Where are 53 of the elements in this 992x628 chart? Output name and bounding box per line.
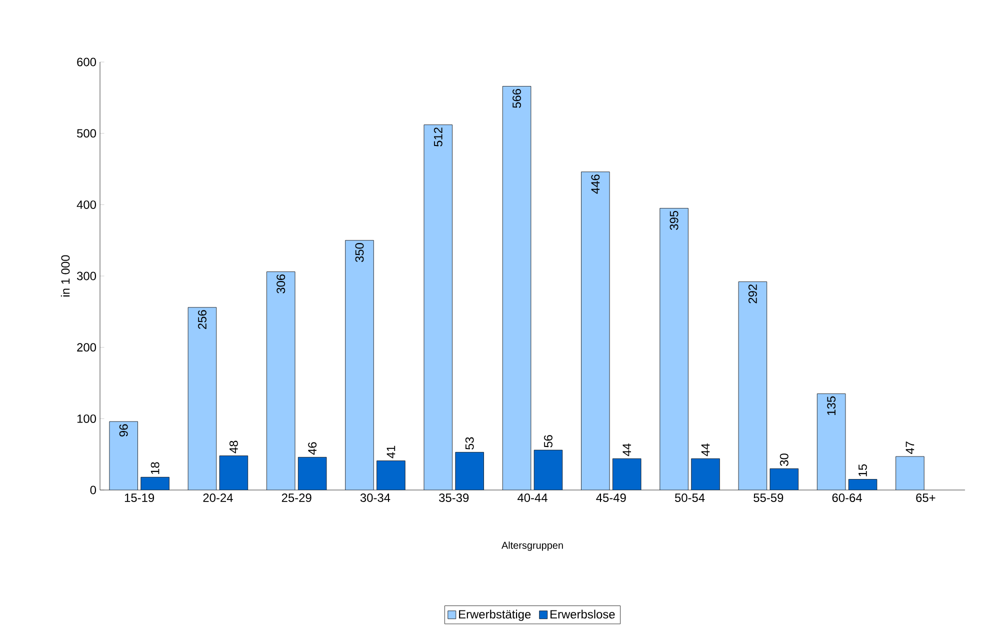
data-label: 566 [512, 88, 521, 108]
y-tick-label: 200 [77, 343, 96, 352]
data-label: 350 [355, 243, 364, 262]
data-label: 135 [827, 396, 836, 415]
y-tick-label: 0 [90, 486, 96, 494]
y-tick-label: 400 [76, 200, 96, 209]
data-label: 292 [748, 284, 757, 304]
data-label: 256 [198, 310, 206, 329]
y-tick-label: 500 [77, 129, 96, 138]
data-label: 44 [701, 443, 710, 456]
data-label: 96 [119, 424, 128, 436]
data-label: 44 [622, 443, 631, 456]
bar [455, 452, 484, 490]
data-label: 306 [276, 274, 286, 294]
y-axis-title: in 1 000 [60, 255, 70, 296]
bar [534, 450, 562, 490]
x-tick-label: 50-54 [674, 494, 705, 502]
data-label: 47 [906, 442, 914, 454]
data-label: 512 [434, 128, 442, 146]
bar [848, 479, 878, 490]
data-label: 15 [858, 464, 867, 476]
x-tick-label: 15-19 [124, 494, 154, 502]
bar [376, 460, 406, 490]
x-tick-label: 65+ [916, 494, 936, 502]
x-tick-label: 30-34 [360, 494, 390, 502]
x-tick-label: 35-39 [439, 494, 469, 502]
data-label: 46 [308, 442, 317, 455]
y-tick-label: 100 [77, 414, 96, 423]
bar [691, 458, 720, 490]
x-tick-label: 55-59 [754, 494, 784, 502]
x-tick-label: 45-49 [596, 494, 626, 502]
x-tick-label: 40-44 [517, 494, 548, 502]
data-label: 56 [544, 435, 552, 448]
bar [220, 456, 248, 490]
bar [612, 458, 642, 490]
data-label: 48 [229, 440, 238, 454]
data-label: 395 [670, 210, 678, 230]
x-tick-label: 25-29 [282, 494, 312, 502]
x-tick-label: 60-64 [832, 494, 862, 502]
data-label: 41 [386, 446, 396, 458]
y-tick-label: 300 [76, 272, 96, 280]
data-label: 446 [591, 174, 600, 194]
legend-label: Erwerbstätige [459, 610, 531, 621]
data-label: 30 [780, 454, 788, 466]
x-tick-label: 20-24 [203, 494, 233, 502]
y-tick-label: 600 [77, 58, 96, 66]
x-axis-title: Altersgruppen [502, 542, 563, 551]
data-label: 53 [465, 437, 474, 450]
bar [770, 468, 798, 490]
bar [140, 477, 170, 490]
data-label: 18 [150, 462, 160, 474]
bar [298, 457, 326, 490]
legend-label: Erwerbslose [550, 610, 615, 619]
